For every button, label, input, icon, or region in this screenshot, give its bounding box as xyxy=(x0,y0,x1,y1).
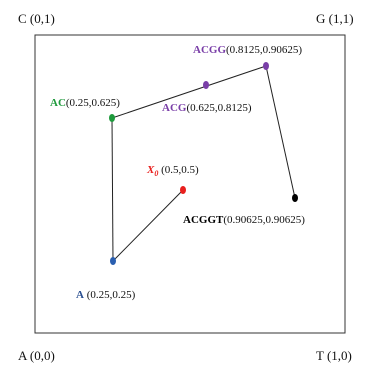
point-label: ACG(0.625,0.8125) xyxy=(162,102,252,114)
path-lines xyxy=(111,65,296,262)
point xyxy=(292,194,298,202)
point-name: ACG xyxy=(162,102,187,114)
corner-label: C (0,1) xyxy=(18,11,55,26)
point xyxy=(203,81,209,89)
corner-label: A (0,0) xyxy=(18,348,55,363)
point-subscript: 0 xyxy=(154,169,158,178)
point-coords: (0.625,0.8125) xyxy=(186,102,251,114)
point-label: X0 (0.5,0.5) xyxy=(146,164,199,179)
point-label: ACGG(0.8125,0.90625) xyxy=(193,44,302,56)
point-coords: (0.5,0.5) xyxy=(161,164,199,176)
corner-label: T (1,0) xyxy=(316,348,352,363)
edge xyxy=(111,65,267,119)
point xyxy=(109,114,115,122)
point-coords: (0.25,0.625) xyxy=(66,97,120,109)
point-name: A xyxy=(76,289,84,301)
edge xyxy=(111,117,114,262)
point-coords: (0.90625,0.90625) xyxy=(223,214,305,226)
point-name: X xyxy=(146,164,155,176)
edge xyxy=(265,65,296,199)
point-coords: (0.25,0.25) xyxy=(87,289,136,301)
point-label: ACGGT(0.90625,0.90625) xyxy=(183,214,305,226)
point-name: ACGGT xyxy=(183,214,224,226)
point-name: AC xyxy=(50,97,66,109)
edge xyxy=(112,189,184,262)
point xyxy=(180,186,186,194)
point-label: AC(0.25,0.625) xyxy=(50,97,120,109)
point xyxy=(263,62,269,70)
frame xyxy=(34,34,346,334)
point-name: ACGG xyxy=(193,44,226,56)
point xyxy=(110,257,116,265)
point-coords: (0.8125,0.90625) xyxy=(226,44,302,56)
point-label: A (0.25,0.25) xyxy=(76,289,136,301)
corner-label: G (1,1) xyxy=(316,11,354,26)
